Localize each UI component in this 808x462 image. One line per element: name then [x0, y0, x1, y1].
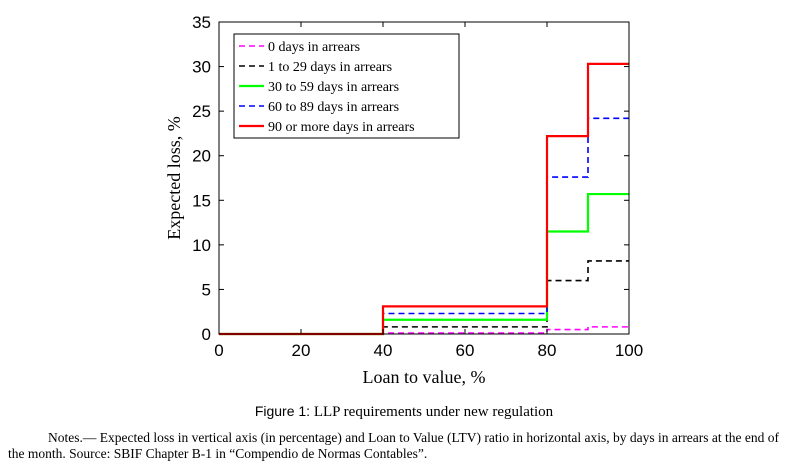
- plot-frame: [218, 21, 630, 335]
- x-tick-label: 80: [538, 341, 557, 360]
- y-tick-label: 15: [192, 191, 211, 210]
- x-tick-label: 40: [374, 341, 393, 360]
- figure-label: Figure 1:: [254, 403, 311, 419]
- figure-notes: Notes.— Expected loss in vertical axis (…: [8, 430, 780, 461]
- y-tick-label: 30: [192, 58, 211, 77]
- x-tick-label: 100: [615, 341, 643, 360]
- y-tick-label: 25: [192, 102, 211, 121]
- legend-label: 1 to 29 days in arrears: [268, 60, 392, 75]
- legend-box: [233, 33, 460, 139]
- y-tick-label: 5: [202, 280, 211, 299]
- line-chart: 0 20 40 60 80 100 0 5 10 15 20 25 30 35 Loan to value,…: [164, 13, 643, 387]
- legend-label: 60 to 89 days in arrears: [268, 100, 399, 115]
- y-axis-title: Expected loss, %: [164, 116, 184, 239]
- x-tick-label: 60: [456, 341, 475, 360]
- y-tick-label: 0: [202, 325, 211, 344]
- series-line-1: [219, 260, 629, 335]
- x-axis-title: Loan to value, %: [363, 367, 486, 387]
- y-tick-label: 10: [192, 236, 211, 255]
- x-tick-label: 20: [292, 341, 311, 360]
- y-tick-label: 35: [192, 13, 211, 32]
- y-tick-label: 20: [192, 147, 211, 166]
- legend-label: 90 or more days in arrears: [268, 120, 415, 135]
- figure-title: LLP requirements under new regulation: [313, 404, 554, 420]
- figure-caption: Figure 1: LLP requirements under new reg…: [0, 403, 808, 421]
- series-line-3: [219, 117, 629, 335]
- legend-label: 0 days in arrears: [268, 40, 360, 55]
- legend-label: 30 to 59 days in arrears: [268, 80, 399, 95]
- x-tick-label: 0: [214, 341, 223, 360]
